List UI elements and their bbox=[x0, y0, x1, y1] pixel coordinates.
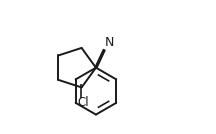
Text: Cl: Cl bbox=[77, 96, 89, 109]
Text: N: N bbox=[105, 36, 115, 49]
